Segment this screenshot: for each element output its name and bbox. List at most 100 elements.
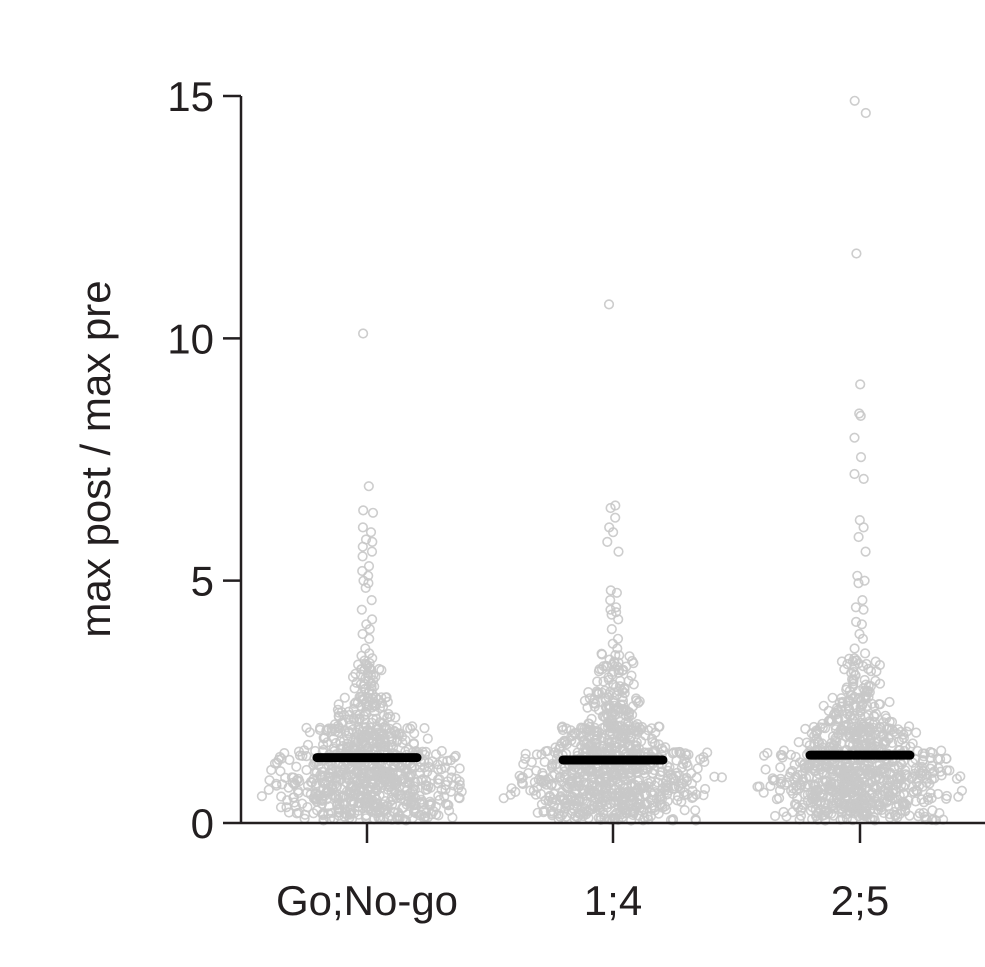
data-point (333, 707, 344, 718)
data-point (434, 774, 445, 785)
data-point (289, 797, 300, 808)
median-lines (312, 750, 915, 765)
data-point (655, 770, 666, 781)
data-point (911, 773, 923, 784)
data-point (815, 722, 826, 733)
data-point (351, 776, 362, 787)
data-point (334, 807, 345, 818)
data-point (852, 797, 863, 808)
data-point (592, 801, 603, 812)
data-point (597, 711, 608, 722)
data-point (675, 748, 686, 760)
data-point (855, 379, 866, 390)
data-point (882, 777, 893, 788)
data-point (917, 755, 928, 767)
data-point (344, 709, 355, 721)
data-point (552, 748, 563, 759)
data-point (602, 661, 613, 672)
data-point (771, 793, 783, 805)
data-point (779, 779, 790, 791)
data-point (432, 759, 443, 770)
data-point (274, 751, 286, 763)
data-point (794, 757, 806, 768)
data-point (871, 666, 882, 677)
data-point (845, 782, 857, 793)
data-point (614, 681, 626, 692)
data-point (591, 745, 602, 757)
x-ticks: Go;No-go 1;4 2;5 (276, 823, 889, 924)
data-point (860, 546, 871, 557)
data-point (321, 794, 332, 805)
data-point (555, 802, 567, 814)
data-point (800, 723, 811, 735)
data-point (803, 760, 814, 772)
data-point (828, 810, 839, 821)
data-point (602, 536, 613, 548)
data-point (323, 808, 334, 819)
data-point (953, 791, 964, 802)
data-point (586, 774, 597, 786)
data-point (353, 809, 364, 820)
data-point (702, 747, 713, 758)
data-point (588, 730, 600, 741)
data-point (611, 587, 623, 598)
data-point (887, 775, 898, 786)
data-point (290, 778, 301, 789)
data-point (308, 759, 319, 771)
data-point (797, 799, 808, 811)
data-point (716, 772, 728, 783)
data-point (364, 623, 375, 635)
data-point (769, 774, 781, 786)
data-point (606, 775, 617, 787)
data-point (420, 784, 431, 796)
data-point (941, 753, 952, 764)
data-point (787, 806, 798, 818)
data-point (363, 481, 374, 492)
y-tick-label: 10 (167, 315, 214, 362)
data-point (639, 781, 650, 792)
data-point (358, 328, 369, 339)
data-point (293, 807, 304, 818)
data-point (859, 648, 871, 659)
data-point (566, 731, 577, 742)
data-point (889, 794, 901, 805)
data-point (653, 721, 664, 732)
data-point (589, 726, 600, 737)
data-point (597, 687, 608, 698)
data-point (858, 522, 869, 533)
data-point (626, 781, 637, 792)
data-point (626, 709, 638, 720)
data-point (317, 810, 329, 821)
data-point (820, 758, 831, 770)
data-point (554, 771, 566, 782)
data-point (608, 810, 619, 821)
data-point (408, 806, 420, 818)
data-point (562, 781, 574, 792)
data-point (517, 778, 529, 790)
data-point (610, 512, 621, 523)
data-point (442, 755, 453, 767)
data-point (769, 810, 781, 822)
data-point (301, 722, 312, 734)
data-point (350, 668, 361, 679)
data-point (299, 745, 310, 756)
data-point (402, 723, 413, 734)
data-point (371, 806, 382, 817)
data-point (520, 748, 531, 760)
data-point (934, 753, 946, 765)
data-point (607, 659, 618, 670)
data-point (619, 687, 630, 699)
data-point (668, 747, 679, 758)
data-point (353, 659, 364, 670)
data-point (349, 698, 360, 709)
data-point (851, 761, 863, 772)
data-point (827, 799, 838, 811)
data-point (850, 730, 861, 741)
data-point (341, 772, 352, 783)
data-point (623, 675, 634, 687)
data-point (346, 782, 357, 793)
data-point (907, 738, 918, 749)
data-point (849, 643, 860, 654)
data-point (785, 785, 797, 796)
data-point (840, 713, 851, 725)
